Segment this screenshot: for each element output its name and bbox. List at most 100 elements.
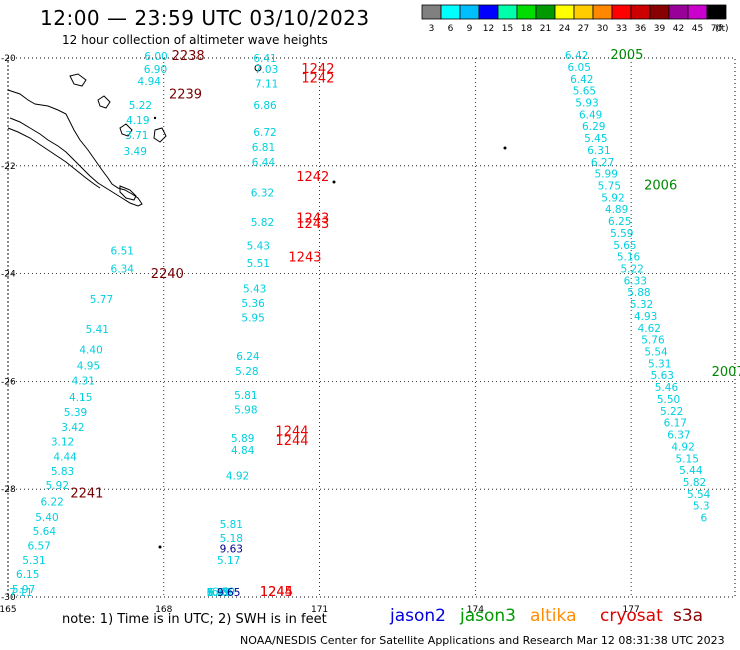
swh-value-s3a: 5.31	[22, 555, 45, 567]
colorbar-swatch	[649, 4, 670, 20]
swh-value-s3a: 4.40	[79, 344, 102, 356]
swh-value-cryosat: 6.59	[212, 586, 235, 598]
swh-value-s3a: 5.92	[46, 480, 69, 492]
y-tick-label: -28	[1, 485, 16, 495]
swh-value-cryosat: 5.43	[247, 240, 270, 252]
pass-time-label: 1243	[296, 217, 329, 232]
colorbar-swatch	[421, 4, 442, 20]
swh-value-jason3: 5.46	[655, 382, 679, 394]
swh-value-cryosat: 5.95	[241, 313, 264, 325]
swh-value-s3a: 5.41	[86, 324, 109, 336]
pass-time-label: 1242	[296, 170, 329, 185]
colorbar-tick-label: 30	[597, 24, 609, 34]
swh-value-s3a: 6.15	[16, 569, 39, 581]
swh-value-jason3: 6.31	[587, 145, 610, 157]
pass-time-label: 2240	[151, 267, 184, 282]
swh-value-cryosat: 5.43	[243, 283, 266, 295]
swh-value-jason3: 5.44	[679, 465, 703, 477]
coastline-new-caledonia	[7, 64, 507, 549]
swh-value-jason3: 6.49	[579, 109, 602, 121]
swh-value-cryosat: 6.86	[253, 100, 277, 112]
colorbar-swatch	[573, 4, 594, 20]
swh-value-cryosat: 6.41	[253, 53, 276, 65]
x-tick-label: 171	[311, 605, 328, 615]
swh-value-jason3: 5.88	[627, 287, 650, 299]
legend-jason3: jason3	[460, 606, 516, 626]
swh-value-s3a: 5.77	[90, 294, 113, 306]
x-tick-label: 168	[155, 605, 172, 615]
swh-value-cryosat: 5.18	[220, 533, 243, 545]
swh-value-jason3: 6	[700, 513, 707, 525]
colorbar-swatch	[687, 4, 708, 20]
island-small-4	[153, 116, 157, 120]
swh-value-cryosat: 6.32	[251, 188, 274, 200]
swh-value-jason3: 5.82	[683, 477, 706, 489]
swh-value-s3a: 5.97	[12, 584, 35, 596]
colorbar-swatch	[459, 4, 480, 20]
pass-time-label: 2005	[610, 48, 643, 63]
colorbar-tick-label: 6	[448, 24, 454, 34]
island-loyalty-mid	[97, 95, 111, 109]
swh-value-cryosat: 5.17	[217, 555, 240, 567]
swh-value-cryosat: 6.59	[208, 587, 231, 599]
swh-value-jason3: 5.50	[657, 394, 680, 406]
swh-value-s3a: 4.31	[72, 376, 95, 388]
swh-value-s3a: 4.15	[69, 392, 92, 404]
legend-altika: altika	[530, 606, 577, 626]
swh-value-jason2: 9.65	[217, 587, 240, 599]
y-tick-label: -24	[1, 270, 16, 280]
swh-value-cryosat: 5.28	[235, 366, 258, 378]
swh-value-jason3: 5.45	[584, 133, 607, 145]
swh-value-s3a: 6.34	[111, 264, 135, 276]
swh-value-jason3: 6.05	[568, 62, 591, 74]
swh-value-cryosat: 6.72	[253, 127, 276, 139]
colorbar-tick-label: 24	[559, 24, 571, 34]
swh-value-s3a: 4.94	[138, 76, 162, 88]
island-lifou	[153, 127, 167, 143]
colorbar-swatch	[630, 4, 651, 20]
pass-time-label: 2238	[172, 49, 205, 64]
swh-value-jason3: 5.65	[613, 240, 636, 252]
colorbar-swatch	[706, 4, 727, 20]
swh-value-jason3: 5.32	[630, 299, 653, 311]
swh-value-jason3: 5.63	[651, 370, 674, 382]
swh-value-s3a: 7.11	[9, 587, 32, 599]
pass-time-label: 1243	[296, 211, 329, 226]
swh-value-cryosat: 6.81	[252, 142, 275, 154]
swh-value-s3a: 3.49	[124, 146, 147, 158]
colorbar-tick-label: 3	[429, 24, 435, 34]
swh-value-s3a: 4.44	[53, 452, 77, 464]
colorbar-tick-label: 15	[502, 24, 513, 34]
pass-time-label: 2239	[169, 87, 202, 102]
credit-footer: NOAA/NESDIS Center for Satellite Applica…	[240, 634, 725, 647]
swh-value-jason3: 6.42	[570, 74, 593, 86]
swh-value-cryosat: 7.11	[255, 79, 278, 91]
pass-time-label: 1242	[301, 71, 334, 86]
plot-frame	[7, 57, 736, 598]
pass-time-label: 2007	[712, 365, 740, 380]
swh-value-jason3: 5.3	[693, 501, 710, 513]
swh-value-s3a: 3.71	[125, 130, 148, 142]
island-loyalty-north	[69, 73, 87, 87]
swh-value-jason3: 5.31	[648, 358, 671, 370]
colorbar: 3 6 9 12 15 18 21 24 27 30 33 36 39 42 45 70(ft)	[421, 4, 729, 34]
swh-value-jason3: 5.22	[620, 264, 643, 276]
colorbar-tick-label: 12	[483, 24, 494, 34]
swh-value-cryosat: 5.69	[207, 587, 230, 599]
pass-time-label: 2241	[70, 486, 103, 501]
island-small-3	[158, 545, 162, 549]
colorbar-tick-label: 39	[654, 24, 666, 34]
swh-value-jason3: 6.27	[591, 157, 614, 169]
swh-value-jason3: 6.33	[624, 275, 647, 287]
pass-time-labels: 2238223922402241124212421242124312431243…	[70, 48, 740, 600]
swh-value-cryosat: 5.51	[247, 258, 270, 270]
swh-value-s3a: 5.40	[35, 512, 58, 524]
x-tick-label: 177	[623, 605, 640, 615]
swh-value-s3a: 5.83	[51, 466, 74, 478]
colorbar-tick-label: 42	[673, 24, 684, 34]
swh-value-s3a: 6.51	[111, 246, 134, 258]
y-tick-label: -30	[1, 593, 16, 603]
swh-value-jason3: 6.42	[565, 50, 588, 62]
swh-value-s3a: 5.64	[33, 526, 57, 538]
